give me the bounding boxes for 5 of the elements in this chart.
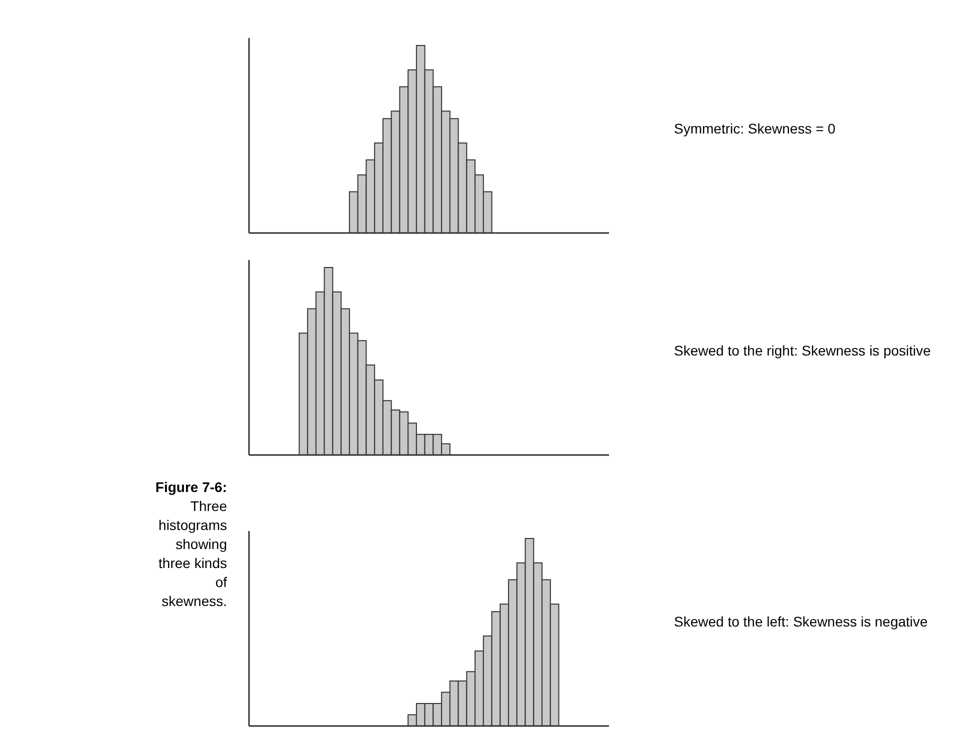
text: Skewed to the left: Skewness is negative <box>674 614 928 630</box>
caption: Figure 7-6: <box>155 479 227 495</box>
text: Three histograms showing three kinds of skewness. <box>158 498 228 609</box>
text: Symmetric: Skewness = 0 <box>674 120 836 137</box>
text: Skewed to the right: Skewness is positive <box>674 342 932 359</box>
